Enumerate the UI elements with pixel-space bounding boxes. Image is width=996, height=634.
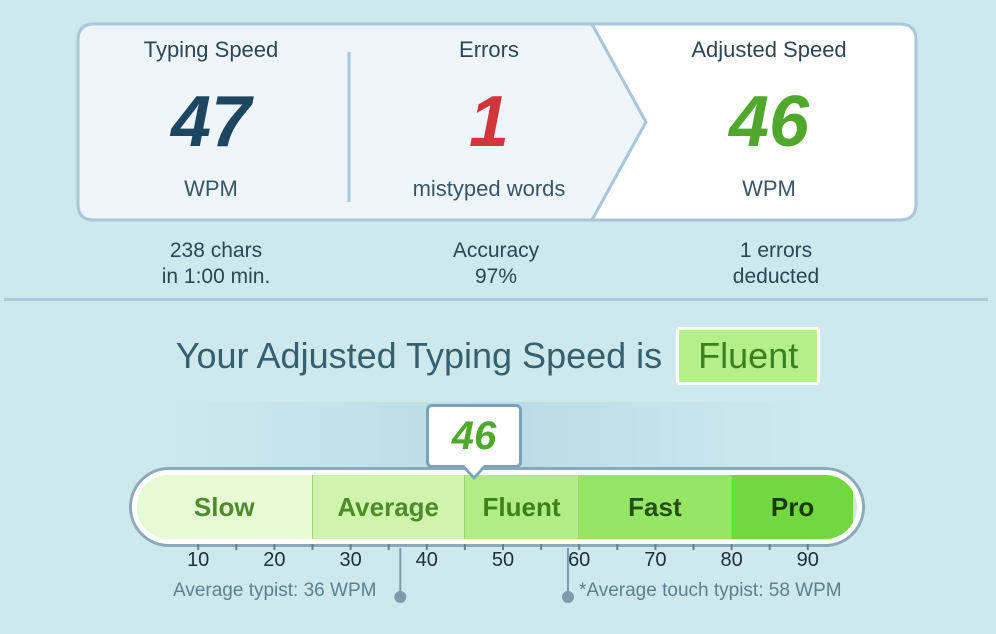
tick-label: 30 [339,549,362,571]
adjusted-speed-stat: Adjusted Speed 46 WPM [636,22,902,222]
level-badge: Fluent [676,327,821,385]
errors-value: 1 [468,82,510,162]
tick-label: 80 [720,549,743,571]
typing-speed-stat: Typing Speed 47 WPM [76,22,346,222]
divider [4,298,988,301]
accuracy-label: Accuracy [452,239,540,262]
tick-label: 90 [796,549,819,571]
bubble-pointer-inner [464,465,484,476]
deducted-label: deducted [732,265,820,288]
deducted-stat: 1 errors deducted [676,238,876,290]
average-typist-note: Average typist: 36 WPM [173,580,377,601]
chars-time: in 1:00 min. [161,265,271,288]
tick-label: 50 [491,549,515,571]
chars-count: 238 chars [169,239,263,262]
errors-label: Errors [459,37,519,62]
chars-stat: 238 chars in 1:00 min. [116,238,316,290]
tick-label: 20 [263,549,286,571]
tick-label: 70 [644,549,667,571]
stats-card-background [76,22,918,222]
touch-typist-note: *Average touch typist: 58 WPM [579,580,842,601]
typing-speed-label: Typing Speed [143,37,279,62]
segment-fluent: Fluent [464,475,580,539]
segment-fast: Fast [579,475,732,539]
current-speed-bubble: 46 [426,404,522,468]
tick-label: 40 [415,549,438,571]
speed-scale-bar: Slow Average Fluent Fast Pro [132,470,862,544]
tick-label: 60 [568,549,591,571]
accuracy-stat: Accuracy 97% [396,238,596,290]
errors-unit: mistyped words [412,176,566,201]
touch-marker-dot [561,591,574,603]
average-marker-dot [394,591,407,603]
segment-average: Average [312,475,465,539]
tick-label: 10 [187,549,210,571]
adjusted-speed-unit: WPM [742,176,796,201]
adjusted-speed-label: Adjusted Speed [691,37,847,62]
adjusted-speed-value: 46 [728,82,810,162]
result-headline: Your Adjusted Typing Speed is Fluent [0,322,996,390]
segment-pro: Pro [731,475,854,539]
result-prefix: Your Adjusted Typing Speed is [175,335,663,376]
deducted-count: 1 errors [739,239,813,262]
stats-card: Typing Speed 47 WPM Errors 1 mistyped wo… [76,22,918,222]
accuracy-value: 97% [474,265,518,288]
typing-speed-unit: WPM [184,176,238,201]
typing-speed-value: 47 [170,82,252,162]
errors-stat: Errors 1 mistyped words [352,22,626,222]
scale-ticks [197,544,809,550]
segment-slow: Slow [137,475,313,539]
